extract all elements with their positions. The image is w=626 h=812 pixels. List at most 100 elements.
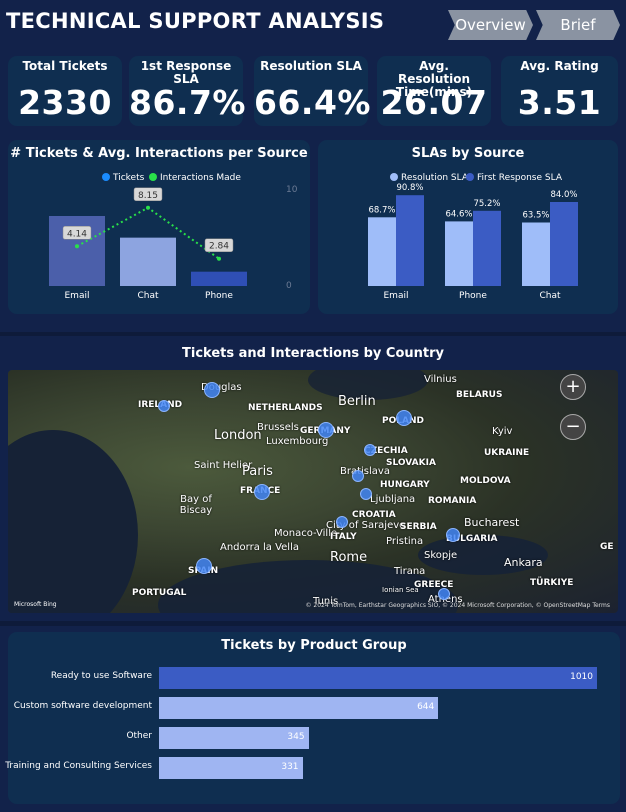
map-label: Tirana xyxy=(394,566,426,577)
map-bubble[interactable] xyxy=(360,488,372,500)
product-row[interactable]: Training and Consulting Services 331 xyxy=(5,757,620,779)
interactions-point xyxy=(75,244,79,249)
atlantic-sea xyxy=(8,430,138,613)
map-label: BULGARIA xyxy=(446,534,498,544)
kpi-label: Resolution SLA xyxy=(260,59,362,73)
map-label: London xyxy=(214,428,262,443)
axis-right-bottom: 0 xyxy=(286,281,292,291)
kpi-label: 1st Response SLA xyxy=(140,59,232,86)
brief-button[interactable]: Brief xyxy=(536,10,620,40)
map-label: ROMANIA xyxy=(428,496,477,506)
category-label: Chat xyxy=(137,291,159,301)
map-label: CROATIA xyxy=(352,510,396,520)
chart-title: Tickets by Product Group xyxy=(221,638,407,653)
chart-title: # Tickets & Avg. Interactions per Source xyxy=(10,146,308,161)
map-bubble[interactable] xyxy=(396,410,412,426)
map-bubble[interactable] xyxy=(336,516,348,528)
map-bubble[interactable] xyxy=(254,484,270,500)
tickets-legend-label: Tickets xyxy=(112,173,145,183)
map-bubble[interactable] xyxy=(352,470,364,482)
zoom-in-button[interactable]: + xyxy=(560,374,586,400)
map-title: Tickets and Interactions by Country xyxy=(182,346,444,361)
map-credit[interactable]: © 2024 TomTom, Earthstar Geographics SIO… xyxy=(305,602,611,609)
data-label: 2.84 xyxy=(209,242,229,252)
category-label: Phone xyxy=(459,291,487,301)
sla-bar xyxy=(550,202,578,286)
tickets-chart-svg: Tickets Interactions Made 10 0 Email Chat… xyxy=(49,173,298,301)
product-label: Custom software development xyxy=(13,701,152,711)
map-label: City of Sarajevo xyxy=(326,520,406,531)
map-label: UKRAINE xyxy=(484,448,530,458)
map-label: Rome xyxy=(330,550,368,565)
first-response-legend-icon xyxy=(466,173,474,181)
map-bubble[interactable] xyxy=(158,400,170,412)
product-bar[interactable]: 644 xyxy=(159,697,439,719)
map-bubble[interactable] xyxy=(446,528,460,542)
data-label: 8.15 xyxy=(138,191,158,201)
product-value: 345 xyxy=(287,732,305,742)
map-bubble[interactable] xyxy=(204,382,220,398)
data-label: 68.7% xyxy=(368,205,395,215)
map-label: HUNGARY xyxy=(380,480,430,490)
category-label: Email xyxy=(384,291,409,301)
tickets-interactions-chart: # Tickets & Avg. Interactions per Source… xyxy=(8,140,310,314)
data-label-box xyxy=(204,238,234,252)
map-label: CZECHIA xyxy=(364,446,408,456)
map-label: SLOVAKIA xyxy=(386,458,436,468)
map-label: Tunis xyxy=(313,596,339,607)
map-label: Ljubljana xyxy=(370,494,416,505)
map-bubble[interactable] xyxy=(196,558,212,574)
overview-button[interactable]: Overview xyxy=(448,10,533,40)
map-label: GREECE xyxy=(414,580,454,590)
sla-bar xyxy=(368,217,396,286)
resolution-legend-icon xyxy=(390,173,398,181)
map-label: Andorra la Vella xyxy=(220,542,299,553)
product-label: Other xyxy=(126,731,152,741)
map-label: GE xyxy=(600,542,614,552)
map-bubble[interactable] xyxy=(318,422,334,438)
kpi-value: 3.51 xyxy=(517,83,602,122)
map-label: ITALY xyxy=(330,532,357,542)
sla-bar xyxy=(473,210,501,286)
kpi-avg-rating: Avg. Rating 3.51 xyxy=(501,56,618,126)
tickets-bar xyxy=(191,271,247,286)
map-label: Douglas xyxy=(201,382,242,393)
country-map[interactable]: Vilnius Douglas IRELAND NETHERLANDS Berl… xyxy=(8,370,618,613)
category-label: Chat xyxy=(539,291,561,301)
product-bar[interactable]: 331 xyxy=(159,757,303,779)
interactions-point xyxy=(217,256,221,261)
map-label: PORTUGAL xyxy=(132,588,187,598)
data-label: 63.5% xyxy=(522,211,549,221)
sla-bar xyxy=(522,222,550,286)
product-bar[interactable]: 345 xyxy=(159,727,309,749)
first-response-legend-label: First Response SLA xyxy=(477,173,563,183)
map-bubble[interactable] xyxy=(438,588,450,600)
product-section: Tickets by Product Group Ready to use So… xyxy=(0,626,626,812)
kpi-label: Avg. Resolution Time(mins) xyxy=(395,59,473,99)
product-row[interactable]: Ready to use Software 1010 xyxy=(8,667,620,689)
product-value: 1010 xyxy=(570,672,593,682)
data-label-box xyxy=(62,226,92,240)
map-label: TÜRKIYE xyxy=(530,578,574,588)
product-row[interactable]: Other 345 xyxy=(8,727,620,749)
category-label: Phone xyxy=(205,291,233,301)
map-label: Brussels xyxy=(257,422,299,433)
product-value: 331 xyxy=(281,762,299,772)
interactions-legend-label: Interactions Made xyxy=(160,173,241,183)
map-bubble[interactable] xyxy=(364,444,376,456)
zoom-out-button[interactable]: − xyxy=(560,414,586,440)
tickets-legend-icon xyxy=(102,173,110,181)
kpi-label: Total Tickets xyxy=(22,59,108,73)
resolution-legend-label: Resolution SLA xyxy=(401,173,469,183)
product-bar[interactable]: 1010 xyxy=(159,667,597,689)
sla-bar xyxy=(445,221,473,286)
axis-right-top: 10 xyxy=(286,185,298,195)
kpi-value: 26.07 xyxy=(380,83,488,122)
data-label: 90.8% xyxy=(396,183,423,193)
category-label: Email xyxy=(65,291,90,301)
kpi-value: 2330 xyxy=(18,83,112,122)
sla-bar xyxy=(396,195,424,286)
sla-chart-svg: Resolution SLA First Response SLA 68.7% 9… xyxy=(368,173,578,301)
product-row[interactable]: Custom software development 644 xyxy=(8,697,620,719)
product-group-chart: Tickets by Product Group Ready to use So… xyxy=(5,632,620,804)
